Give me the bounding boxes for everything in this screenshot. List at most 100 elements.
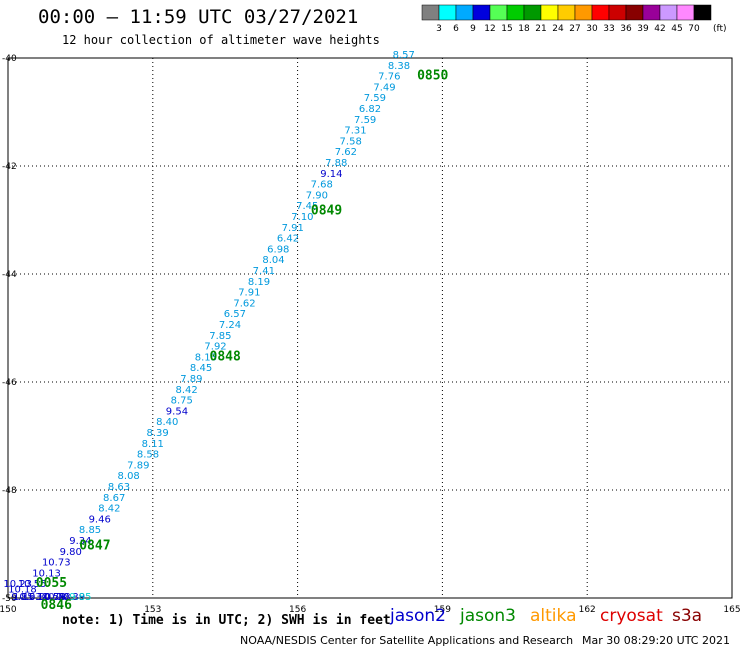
data-point-label: 8.04 — [262, 255, 284, 266]
time-labels: 0850 0849 0848 0847 0055 0846 — [36, 69, 449, 613]
x-tick-label: 150 — [0, 605, 17, 615]
y-tick-label: -42 — [2, 162, 17, 172]
data-point-label: 10.55 — [18, 579, 47, 590]
time-label: 0850 — [417, 69, 448, 84]
data-point-label: 8.19 — [248, 277, 270, 288]
colorbar-label: 30 — [586, 24, 598, 34]
y-tick-label: -48 — [2, 486, 17, 496]
data-point-label: 8.85 — [79, 525, 101, 536]
data-point-label: 6.98 — [267, 244, 289, 255]
colorbar-swatch — [659, 4, 678, 21]
data-point-label: 7.90 — [306, 190, 328, 201]
data-point-label: 6.82 — [359, 104, 381, 115]
colorbar-swatch — [421, 4, 440, 21]
colorbar-swatch — [625, 4, 644, 21]
data-point-label: 8.13 — [195, 352, 217, 363]
footer-credit: NOAA/NESDIS Center for Satellite Applica… — [240, 634, 574, 647]
chart-subtitle: 12 hour collection of altimeter wave hei… — [62, 33, 380, 47]
colorbar-label: 15 — [501, 24, 512, 34]
colorbar-unit: (ft) — [713, 24, 727, 34]
colorbar-label: 27 — [569, 24, 580, 34]
data-point-label: 7.89 — [180, 374, 202, 385]
data-point-label: 8.42 — [98, 504, 120, 515]
footer-timestamp: Mar 30 08:29:20 UTC 2021 — [582, 634, 730, 647]
colorbar-swatch — [523, 4, 542, 21]
data-point-label: 7.24 — [219, 320, 241, 331]
colorbar-label: 21 — [535, 24, 546, 34]
data-point-label: 9.85 — [69, 592, 91, 603]
x-tick-label: 156 — [289, 605, 306, 615]
legend-s3a: s3a — [672, 606, 703, 626]
plot-frame — [7, 57, 733, 599]
data-point-label: 9.80 — [60, 547, 82, 558]
data-point-label: 10.73 — [42, 558, 71, 569]
time-label: 0849 — [311, 204, 342, 219]
x-tick-label: 153 — [144, 605, 161, 615]
data-point-label: 7.76 — [378, 72, 400, 83]
data-point-label: 10.79 — [37, 592, 66, 603]
colorbar-swatch — [506, 4, 525, 21]
data-point-label: 8.40 — [156, 417, 178, 428]
data-point-label: 7.88 — [325, 158, 347, 169]
legend-jason3: jason3 — [460, 606, 516, 626]
colorbar-label: 33 — [603, 24, 614, 34]
data-point-label: 9.46 — [89, 514, 111, 525]
colorbar-label: 36 — [620, 24, 632, 34]
colorbar-swatch — [438, 4, 457, 21]
y-tick-label: -44 — [2, 270, 17, 280]
data-point-label: 7.85 — [209, 331, 231, 342]
page-title: 00:00 — 11:59 UTC 03/27/2021 — [38, 6, 359, 28]
time-label: 0846 — [41, 598, 72, 613]
colorbar-swatch — [455, 4, 474, 21]
colorbar-label: 9 — [470, 24, 476, 34]
data-point-label: 6.42 — [277, 234, 299, 245]
y-tick-label: -40 — [2, 54, 17, 64]
colorbar-label: 6 — [453, 24, 459, 34]
data-point-label: 9.34 — [69, 536, 91, 547]
data-point-label: 7.62 — [233, 298, 255, 309]
data-point-label: 8.57 — [393, 50, 415, 61]
time-label: 0848 — [210, 349, 241, 364]
colorbar: 3 6 9 12 15 18 21 24 27 30 33 36 39 42 45 70 (ft) — [421, 4, 727, 34]
y-tick-label: -50 — [2, 594, 17, 604]
data-point-label: 7.91 — [238, 288, 260, 299]
colorbar-swatch — [608, 4, 627, 21]
legend-cryosat: cryosat — [600, 606, 663, 626]
colorbar-label: 70 — [688, 24, 700, 34]
data-point-label: 10.18 — [8, 585, 37, 596]
data-point-label: 10.13 — [32, 568, 61, 579]
colorbar-swatch — [693, 4, 712, 21]
data-point-label: 8.42 — [175, 385, 197, 396]
data-point-label: 8.58 — [137, 450, 159, 461]
colorbar-swatch — [472, 4, 491, 21]
data-point-label: 7.68 — [311, 180, 333, 191]
time-label: 0055 — [36, 576, 67, 591]
data-point-label: 7.10 — [291, 212, 313, 223]
colorbar-label: 12 — [484, 24, 495, 34]
legend-jason2: jason2 — [390, 606, 446, 626]
data-point-label: 7.62 — [335, 147, 357, 158]
track-points: 8.578.387.767.497.596.827.597.317.587.62… — [3, 50, 415, 603]
data-point-label: 8.45 — [190, 363, 212, 374]
colorbar-label: 39 — [637, 24, 649, 34]
data-point-label: 10.58 — [37, 592, 66, 603]
grid-lines — [8, 58, 732, 598]
x-tick-label: 165 — [723, 605, 740, 615]
time-label: 0847 — [79, 538, 110, 553]
data-point-label: 9.14 — [320, 169, 342, 180]
footer-note: note: 1) Time is in UTC; 2) SWH is in fe… — [62, 613, 391, 628]
colorbar-swatch — [676, 4, 695, 21]
data-point-label: 10.38 — [42, 592, 71, 603]
data-point-label: 7.31 — [344, 126, 366, 137]
data-point-label: 10.39 — [56, 592, 85, 603]
data-point-label: 7.89 — [127, 460, 149, 471]
data-point-label: 7.92 — [204, 342, 226, 353]
data-point-label: 9.85 — [11, 592, 33, 603]
x-tick-label: 159 — [434, 605, 451, 615]
data-point-label: 8.63 — [108, 482, 130, 493]
data-point-label: 7.41 — [253, 266, 275, 277]
colorbar-label: 18 — [518, 24, 530, 34]
colorbar-swatch — [642, 4, 661, 21]
data-point-label: 6.57 — [224, 309, 246, 320]
